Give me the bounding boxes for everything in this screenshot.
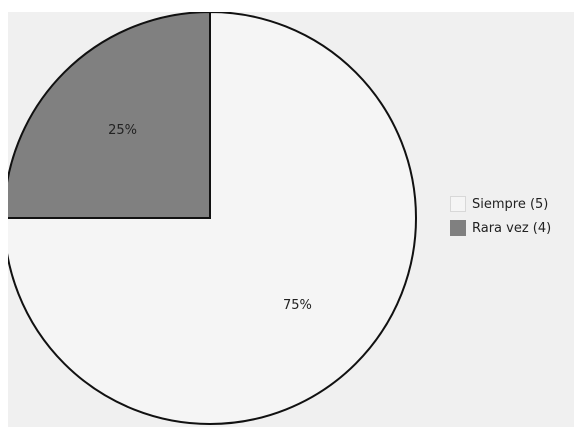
pie-slice-siempre	[8, 12, 417, 425]
pie-slice-rara-vez	[8, 12, 211, 219]
legend-item-siempre: Siempre (5)	[450, 193, 574, 215]
legend-label-siempre: Siempre (5)	[472, 196, 549, 212]
legend: Siempre (5) Rara vez (4)	[450, 193, 574, 241]
chart-area: 75% 25% Siempre (5) Rara vez (4)	[8, 12, 574, 427]
pie-slice-label-rara-vez: 25%	[108, 123, 137, 138]
legend-swatch-rara-vez	[450, 220, 466, 236]
legend-item-rara-vez: Rara vez (4)	[450, 217, 574, 239]
pie-chart: 75% 25%	[8, 12, 417, 425]
legend-swatch-siempre	[450, 196, 466, 212]
pie-slices	[8, 12, 417, 425]
pie-slice-labels: 75% 25%	[108, 123, 312, 313]
legend-label-rara-vez: Rara vez (4)	[472, 220, 552, 236]
pie-slice-label-siempre: 75%	[283, 298, 312, 313]
